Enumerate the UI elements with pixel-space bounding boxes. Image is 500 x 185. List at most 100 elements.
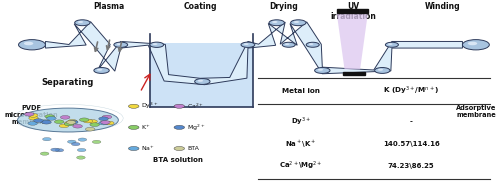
- Text: 74.23\86.25: 74.23\86.25: [388, 163, 434, 169]
- Circle shape: [114, 42, 128, 47]
- Circle shape: [29, 116, 38, 120]
- Text: Winding: Winding: [424, 2, 460, 11]
- Circle shape: [66, 121, 76, 124]
- Circle shape: [34, 119, 43, 122]
- Text: BTA: BTA: [187, 146, 199, 151]
- Circle shape: [73, 124, 83, 128]
- Circle shape: [294, 21, 299, 23]
- Circle shape: [92, 140, 101, 144]
- Text: Drying: Drying: [270, 2, 298, 11]
- Circle shape: [272, 21, 278, 23]
- Circle shape: [40, 152, 49, 155]
- Text: Na$^+$\K$^+$: Na$^+$\K$^+$: [285, 138, 316, 149]
- Circle shape: [42, 120, 51, 124]
- Circle shape: [386, 42, 398, 47]
- Circle shape: [78, 148, 86, 152]
- Circle shape: [42, 137, 51, 141]
- Circle shape: [68, 140, 76, 143]
- Circle shape: [174, 125, 184, 129]
- Text: Dy$^{3+}$: Dy$^{3+}$: [290, 116, 311, 128]
- Circle shape: [54, 120, 64, 124]
- Circle shape: [378, 69, 383, 71]
- Ellipse shape: [18, 108, 118, 132]
- Circle shape: [102, 115, 112, 119]
- Text: Ca$^{2+}$: Ca$^{2+}$: [187, 102, 204, 111]
- Text: Ca$^{2+}$\Mg$^{2+}$: Ca$^{2+}$\Mg$^{2+}$: [279, 160, 322, 172]
- Bar: [336, 9, 368, 13]
- Circle shape: [88, 120, 98, 123]
- Circle shape: [28, 114, 38, 117]
- Circle shape: [72, 142, 80, 146]
- Circle shape: [150, 42, 164, 47]
- Polygon shape: [150, 43, 252, 107]
- Text: Mg$^{2+}$: Mg$^{2+}$: [187, 122, 205, 132]
- Circle shape: [78, 21, 83, 23]
- Text: Dy$^{3+}$: Dy$^{3+}$: [142, 101, 159, 111]
- Circle shape: [94, 68, 109, 73]
- Text: UV
irradiation: UV irradiation: [330, 2, 376, 21]
- Circle shape: [45, 115, 54, 118]
- Circle shape: [68, 120, 78, 124]
- Circle shape: [59, 124, 69, 128]
- Circle shape: [64, 121, 74, 125]
- Circle shape: [51, 148, 60, 151]
- Circle shape: [24, 42, 34, 45]
- Circle shape: [64, 122, 74, 126]
- Circle shape: [90, 123, 100, 127]
- Circle shape: [468, 42, 477, 45]
- Circle shape: [318, 69, 323, 71]
- Circle shape: [388, 43, 392, 45]
- Text: K (Dy$^{3+}$/M$^{n+}$): K (Dy$^{3+}$/M$^{n+}$): [383, 85, 439, 97]
- Circle shape: [28, 122, 38, 125]
- Circle shape: [174, 104, 184, 108]
- Circle shape: [244, 43, 248, 45]
- Circle shape: [98, 117, 108, 121]
- Circle shape: [68, 120, 77, 123]
- Circle shape: [116, 43, 121, 45]
- Text: K$^{+}$: K$^{+}$: [142, 123, 150, 132]
- Text: PVDF
microfiltration
membrane: PVDF microfiltration membrane: [4, 105, 58, 125]
- Text: -: -: [410, 119, 412, 125]
- Circle shape: [76, 156, 85, 159]
- Polygon shape: [46, 22, 463, 85]
- Text: Separating: Separating: [42, 78, 94, 87]
- Circle shape: [24, 112, 34, 116]
- Text: 140.57\114.16: 140.57\114.16: [382, 141, 440, 147]
- Circle shape: [86, 127, 95, 131]
- Circle shape: [99, 121, 108, 125]
- Circle shape: [78, 138, 86, 141]
- Circle shape: [309, 43, 314, 45]
- Circle shape: [80, 118, 89, 122]
- Circle shape: [18, 40, 46, 50]
- Text: Na$^{+}$: Na$^{+}$: [142, 144, 155, 153]
- Circle shape: [74, 20, 90, 26]
- Circle shape: [290, 20, 306, 26]
- Circle shape: [314, 68, 330, 73]
- Text: Metal ion: Metal ion: [282, 88, 320, 94]
- Circle shape: [241, 42, 255, 47]
- Circle shape: [462, 40, 489, 50]
- Circle shape: [100, 121, 110, 124]
- Circle shape: [128, 104, 139, 108]
- Circle shape: [282, 42, 296, 47]
- Text: Coating: Coating: [183, 2, 216, 11]
- Circle shape: [46, 117, 56, 120]
- Bar: [343, 72, 365, 75]
- Circle shape: [104, 121, 114, 125]
- Text: Plasma: Plasma: [93, 2, 124, 11]
- Circle shape: [55, 149, 64, 152]
- Circle shape: [60, 115, 70, 119]
- Circle shape: [128, 125, 139, 129]
- Text: BTA solution: BTA solution: [154, 157, 204, 163]
- Circle shape: [306, 42, 319, 47]
- Circle shape: [128, 147, 139, 151]
- Circle shape: [152, 43, 158, 45]
- Circle shape: [374, 68, 390, 73]
- Circle shape: [198, 80, 203, 82]
- Circle shape: [194, 79, 210, 84]
- Circle shape: [285, 43, 290, 45]
- Circle shape: [83, 119, 92, 123]
- Circle shape: [40, 120, 50, 123]
- Polygon shape: [336, 13, 368, 69]
- Circle shape: [97, 69, 102, 71]
